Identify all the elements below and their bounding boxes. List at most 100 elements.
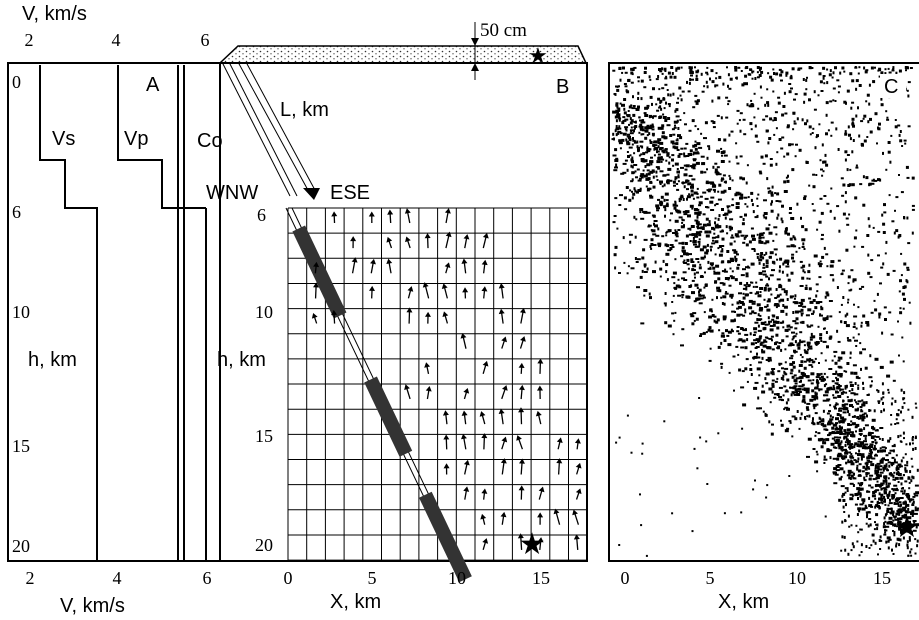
event-dot	[874, 541, 877, 545]
event-dot	[856, 443, 860, 447]
event-dot	[638, 177, 642, 180]
slip-arrow-head	[519, 307, 526, 314]
slip-arrow-head	[556, 458, 563, 464]
panel-b-x-tick-15: 15	[532, 568, 550, 588]
event-dot	[771, 200, 773, 204]
event-dot	[612, 154, 617, 157]
event-dot	[907, 94, 910, 98]
event-dot	[839, 407, 843, 410]
event-dot	[845, 217, 849, 220]
event-dot	[717, 247, 720, 250]
event-dot	[763, 289, 767, 292]
event-dot	[892, 379, 896, 382]
slip-arrow-head	[516, 435, 522, 441]
event-dot	[615, 109, 618, 113]
hypocenter-star-slab: ★	[528, 44, 548, 69]
event-dot	[860, 120, 864, 123]
event-dot	[723, 302, 726, 306]
event-dot	[902, 397, 905, 401]
event-dot	[703, 85, 706, 88]
event-dot	[619, 78, 622, 82]
event-dot	[899, 434, 902, 437]
event-dot	[882, 231, 886, 234]
event-dot	[661, 67, 663, 71]
event-dot	[674, 231, 678, 233]
event-dot	[723, 270, 728, 273]
event-dot	[688, 81, 691, 85]
event-dot	[811, 361, 815, 364]
event-dot	[819, 263, 823, 265]
event-dot	[676, 183, 679, 185]
event-dot	[911, 437, 914, 441]
event-dot	[913, 521, 916, 524]
event-dot	[871, 457, 876, 460]
event-dot	[692, 240, 697, 244]
event-dot	[828, 336, 832, 340]
event-dot	[833, 439, 836, 442]
event-dot	[632, 137, 634, 140]
event-dot	[843, 455, 848, 459]
event-dot	[714, 221, 716, 225]
event-dot	[713, 232, 716, 235]
event-dot	[860, 410, 864, 413]
event-dot	[848, 133, 851, 137]
event-dot	[863, 139, 867, 143]
event-dot	[781, 288, 786, 291]
event-dot	[635, 107, 639, 111]
event-dot	[835, 417, 839, 421]
event-dot	[661, 185, 664, 188]
event-dot	[843, 391, 845, 394]
event-dot	[642, 121, 646, 124]
event-dot	[737, 192, 742, 196]
event-dot	[823, 458, 828, 461]
event-dot	[698, 290, 700, 294]
event-dot	[863, 114, 867, 118]
event-dot	[737, 332, 741, 335]
event-dot	[877, 553, 879, 556]
event-dot	[666, 230, 669, 233]
event-dot	[766, 101, 770, 105]
event-dot	[774, 380, 778, 383]
panel-c-x-tick-0: 0	[621, 568, 630, 588]
event-dot	[765, 227, 770, 231]
event-dot	[863, 479, 867, 482]
event-dot	[753, 331, 757, 334]
event-dot	[883, 533, 887, 536]
event-dot	[884, 520, 887, 523]
fault-segment	[419, 491, 472, 583]
event-dot	[679, 94, 682, 97]
event-dot	[694, 219, 699, 222]
event-dot	[784, 348, 787, 351]
event-dot	[663, 420, 666, 423]
event-dot	[720, 116, 723, 120]
event-dot	[714, 84, 717, 88]
event-dot	[818, 264, 822, 268]
event-dot	[729, 210, 733, 213]
event-dot	[646, 124, 650, 128]
event-dot	[870, 505, 874, 508]
event-dot	[818, 416, 821, 420]
event-dot	[632, 113, 636, 117]
event-dot	[857, 333, 860, 336]
event-dot	[704, 121, 708, 125]
event-dot	[709, 347, 712, 350]
event-dot	[878, 69, 882, 72]
event-dot	[696, 225, 700, 228]
event-dot	[683, 155, 687, 158]
event-dot	[722, 282, 726, 286]
slip-arrow-head	[575, 488, 582, 495]
event-dot	[891, 488, 894, 490]
event-dot	[758, 261, 761, 265]
event-dot	[778, 68, 782, 71]
event-dot	[887, 504, 890, 507]
slip-arrow-shaft	[445, 234, 450, 249]
event-dot	[696, 196, 700, 199]
event-dot	[684, 123, 687, 126]
event-dot	[791, 338, 794, 341]
event-dot	[851, 388, 854, 392]
event-dot	[696, 142, 701, 146]
event-dot	[742, 241, 746, 244]
event-dot	[838, 366, 843, 369]
event-dot	[741, 427, 744, 430]
event-dot	[850, 471, 854, 474]
